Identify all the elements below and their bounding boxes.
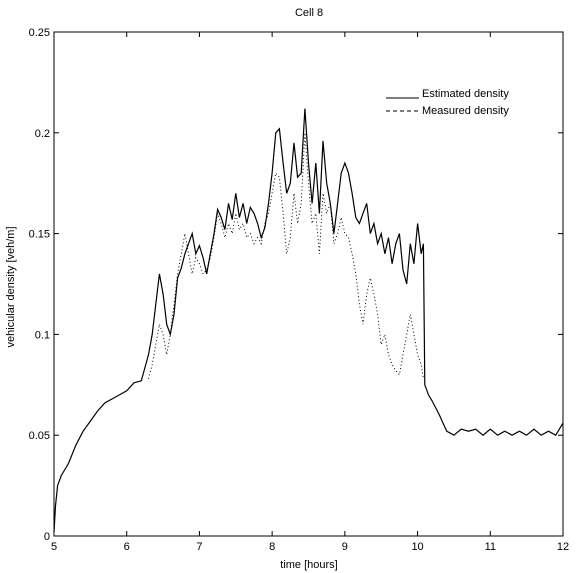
x-tick-label: 6 [124, 541, 130, 553]
x-tick-label: 5 [51, 541, 57, 553]
measured-density-line [148, 132, 424, 379]
x-tick-label: 8 [269, 541, 275, 553]
x-tick-label: 7 [196, 541, 202, 553]
y-tick-label: 0 [44, 531, 50, 543]
y-tick-label: 0.2 [35, 128, 50, 140]
x-tick-label: 11 [485, 541, 496, 553]
y-tick-label: 0.1 [35, 329, 50, 341]
chart-title: Cell 8 [295, 7, 323, 19]
estimated-density-line [53, 108, 564, 533]
y-tick-label: 0.25 [29, 27, 50, 39]
legend-measured-density: Measured density [422, 105, 509, 117]
y-axis-label: vehicular density [veh/m] [5, 226, 17, 347]
x-tick-label: 12 [557, 541, 569, 553]
x-tick-label: 9 [342, 541, 348, 553]
y-tick-label: 0.05 [29, 430, 50, 442]
legend-estimated-density: Estimated density [422, 88, 509, 100]
x-tick-label: 10 [411, 541, 423, 553]
y-tick-label: 0.15 [29, 229, 50, 241]
plot-frame [53, 31, 564, 537]
x-axis-label: time [hours] [280, 559, 337, 571]
